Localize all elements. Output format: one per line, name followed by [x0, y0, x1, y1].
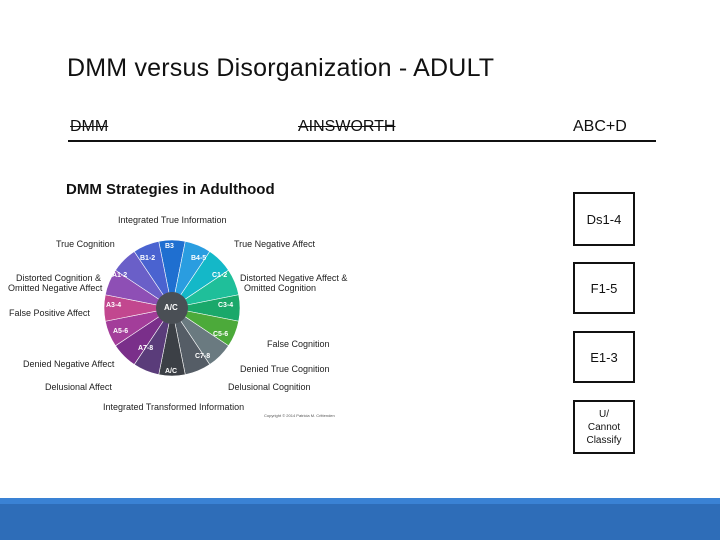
- label-denied-negative-affect: Denied Negative Affect: [23, 359, 115, 369]
- column-header-row: DMM AINSWORTH ABC+D: [68, 118, 656, 142]
- column-head-ainsworth: AINSWORTH: [298, 118, 396, 135]
- segment-label-c12: C1-2: [212, 272, 228, 279]
- segment-label-c78: C7-8: [195, 353, 211, 360]
- segment-label-ac: A/C: [165, 368, 178, 375]
- label-true-cognition: True Cognition: [56, 239, 115, 249]
- category-box-e: E1-3: [573, 331, 635, 383]
- label-denied-true-cognition: Denied True Cognition: [240, 364, 330, 374]
- footer-accent: [0, 498, 720, 504]
- category-u-line3: Classify: [586, 434, 622, 446]
- label-integrated-true: Integrated True Information: [118, 215, 227, 225]
- wheel-center: [156, 292, 188, 324]
- segment-label-a12: A1-2: [112, 272, 128, 279]
- category-u-line2: Cannot: [587, 421, 621, 433]
- segment-label-a56: A5-6: [113, 328, 129, 335]
- category-f-text: F1-5: [590, 280, 618, 296]
- label-delusional-cognition: Delusional Cognition: [228, 382, 311, 392]
- category-u-line1: U/: [599, 408, 609, 420]
- segment-label-a78: A7-8: [138, 345, 154, 352]
- slide-title: DMM versus Disorganization - ADULT: [67, 54, 495, 82]
- segment-label-c56: C5-6: [213, 331, 229, 338]
- category-box-ds: Ds1-4: [573, 192, 635, 246]
- segment-label-b3: B3: [165, 243, 174, 250]
- label-false-cognition: False Cognition: [267, 339, 330, 349]
- label-integrated-transformed: Integrated Transformed Information: [103, 402, 245, 412]
- category-box-f: F1-5: [573, 262, 635, 314]
- segment-label-b45: B4-5: [191, 255, 207, 262]
- label-delusional-affect: Delusional Affect: [45, 382, 112, 392]
- label-copyright: Copyright © 2014 Patricia M. Crittenden: [264, 413, 335, 418]
- wheel-segment: [133, 240, 173, 309]
- label-false-positive-affect: False Positive Affect: [9, 308, 90, 318]
- label-true-negative-affect: True Negative Affect: [234, 239, 316, 249]
- column-head-dmm: DMM: [70, 118, 109, 135]
- label-distorted-cognition: Distorted Cognition &: [16, 273, 102, 283]
- category-box-u: U/ Cannot Classify: [573, 400, 635, 454]
- footer-bar: [0, 498, 720, 540]
- segment-label-center: A/C: [164, 303, 178, 312]
- segment-label-c34: C3-4: [218, 302, 234, 309]
- label-omitted-cognition: Omitted Cognition: [244, 283, 317, 293]
- wheel-title: DMM Strategies in Adulthood: [66, 181, 275, 198]
- segment-label-a34: A3-4: [106, 302, 122, 309]
- label-omitted-negative-affect: Omitted Negative Affect: [8, 283, 103, 293]
- dmm-wheel: [103, 239, 241, 377]
- category-e-text: E1-3: [590, 349, 618, 365]
- category-ds-text: Ds1-4: [586, 211, 622, 227]
- column-head-abcd: ABC+D: [573, 118, 627, 135]
- label-distorted-negative-affect: Distorted Negative Affect &: [240, 273, 348, 283]
- segment-label-b12: B1-2: [140, 255, 156, 262]
